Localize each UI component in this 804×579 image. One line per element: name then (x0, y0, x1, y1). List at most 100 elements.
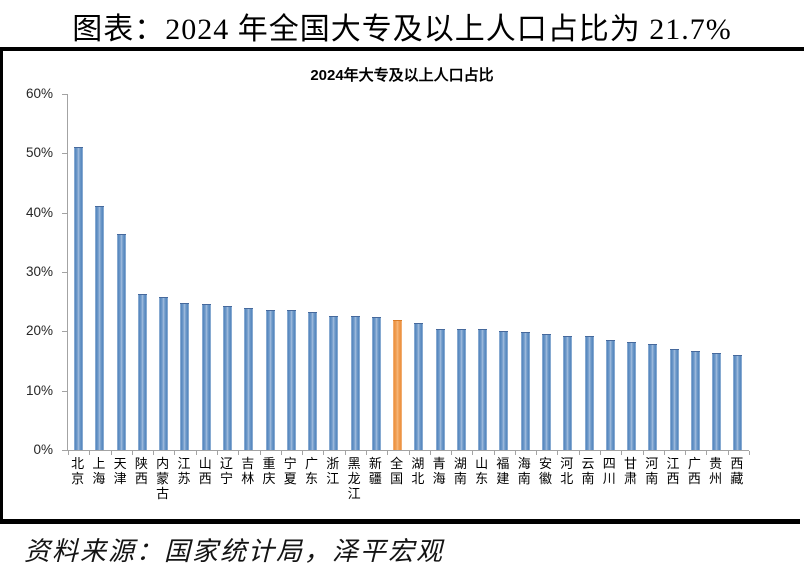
y-tick-label: 20% (25, 323, 53, 339)
x-tick-mark (429, 451, 431, 455)
chart-panel: 2024年大专及以上人口占比 0% 10% 20% 30% 40% 50% 60% 北京 上海… (0, 51, 801, 519)
x-tick-label: 山东 (475, 456, 489, 486)
x-tick-label: 云南 (581, 456, 595, 486)
bar-slot (642, 94, 663, 450)
x-tick-label: 陕西 (134, 456, 148, 486)
x-tick-label: 江苏 (177, 456, 191, 486)
x-tick-label: 广西 (687, 456, 701, 486)
x-tick-mark (259, 451, 261, 455)
x-tick-label: 辽宁 (219, 456, 233, 486)
y-tick-label: 60% (25, 86, 53, 101)
plot-area (62, 94, 750, 455)
x-tick-label: 安徽 (538, 456, 552, 486)
x-tick-mark (642, 451, 644, 455)
bar-slot (600, 94, 621, 450)
bar-slot (536, 94, 557, 450)
bar-山西 (201, 303, 211, 450)
x-tick-label: 山西 (198, 456, 212, 486)
y-tick-label: 0% (33, 442, 53, 457)
x-tick-mark (89, 451, 91, 455)
bar-新疆 (371, 316, 381, 450)
bar-西藏 (733, 354, 743, 450)
bar-slot (217, 94, 238, 450)
x-tick-mark (493, 451, 495, 455)
x-tick-label: 河北 (560, 456, 574, 486)
x-tick-label: 西藏 (730, 456, 744, 486)
bar-slot (621, 94, 642, 450)
y-tick-label: 50% (25, 145, 53, 161)
chart-title: 2024年大专及以上人口占比 (310, 67, 494, 84)
x-tick-label: 北京 (71, 456, 85, 486)
bar-四川 (605, 339, 615, 450)
title-underline-rule (0, 47, 804, 51)
bar-贵州 (712, 352, 722, 450)
x-tick-mark (557, 451, 559, 455)
x-tick-mark (323, 451, 325, 455)
x-tick-mark (578, 451, 580, 455)
x-tick-mark (706, 451, 708, 455)
bar-slot (259, 94, 280, 450)
x-tick-label: 海南 (517, 456, 531, 486)
bar-江西 (669, 348, 679, 450)
x-tick-mark (280, 451, 282, 455)
bar-chart: 0% 10% 20% 30% 40% 50% 60% 北京 上海 天津 陕西 内蒙古 江苏 山西 辽宁 吉林… (3, 86, 801, 514)
bar-slot (302, 94, 323, 450)
bar-安徽 (541, 333, 551, 450)
x-tick-label: 江西 (666, 456, 680, 486)
y-tick-label: 10% (25, 382, 53, 398)
bar-宁夏 (286, 310, 296, 450)
y-axis-labels: 0% 10% 20% 30% 40% 50% 60% (3, 86, 59, 457)
bar-slot (89, 94, 110, 450)
x-tick-label: 浙江 (326, 456, 340, 486)
y-tick-label: 40% (25, 204, 53, 220)
x-tick-label: 湖南 (453, 456, 467, 486)
bar-江苏 (180, 303, 190, 450)
x-tick-mark (344, 451, 346, 455)
bar-浙江 (329, 316, 339, 450)
bar-slot (727, 94, 748, 450)
x-tick-mark (472, 451, 474, 455)
source-note: 资料来源：国家统计局，泽平宏观 (24, 537, 445, 566)
bar-slot (132, 94, 153, 450)
bar-slot (174, 94, 195, 450)
bar-辽宁 (222, 306, 232, 450)
x-tick-mark (216, 451, 218, 455)
bar-湖北 (414, 322, 424, 450)
bar-重庆 (265, 310, 275, 450)
y-tick-mark (62, 390, 67, 392)
y-tick-mark (62, 331, 67, 333)
x-tick-label: 福建 (496, 456, 510, 486)
bar-广东 (308, 311, 318, 450)
bar-slot (408, 94, 429, 450)
bar-内蒙古 (159, 297, 169, 450)
bar-山东 (478, 329, 488, 450)
x-tick-label: 内蒙古 (156, 456, 170, 501)
bar-天津 (116, 234, 126, 450)
bar-全国 (393, 320, 403, 450)
bar-slot (451, 94, 472, 450)
bar-青海 (435, 328, 445, 450)
x-tick-mark (110, 451, 112, 455)
x-tick-label: 贵州 (709, 456, 723, 486)
x-tick-label: 重庆 (262, 456, 276, 486)
bar-云南 (584, 336, 594, 450)
bar-slot (68, 94, 89, 450)
x-tick-mark (153, 451, 155, 455)
x-tick-label: 宁夏 (283, 456, 297, 486)
bar-福建 (499, 330, 509, 450)
x-tick-label: 湖北 (411, 456, 425, 486)
x-tick-mark (408, 451, 410, 455)
y-tick-mark (62, 450, 67, 451)
bar-陕西 (137, 293, 147, 450)
x-tick-label: 黑龙江 (347, 456, 361, 501)
x-tick-mark (536, 451, 538, 455)
bar-slot (196, 94, 217, 450)
bar-slot (281, 94, 302, 450)
x-tick-label: 甘肃 (624, 456, 638, 486)
y-tick-mark (62, 94, 67, 95)
bar-广西 (690, 350, 700, 450)
x-tick-mark (514, 451, 516, 455)
bar-河北 (563, 335, 573, 450)
bar-slot (515, 94, 536, 450)
x-tick-mark (174, 451, 176, 455)
